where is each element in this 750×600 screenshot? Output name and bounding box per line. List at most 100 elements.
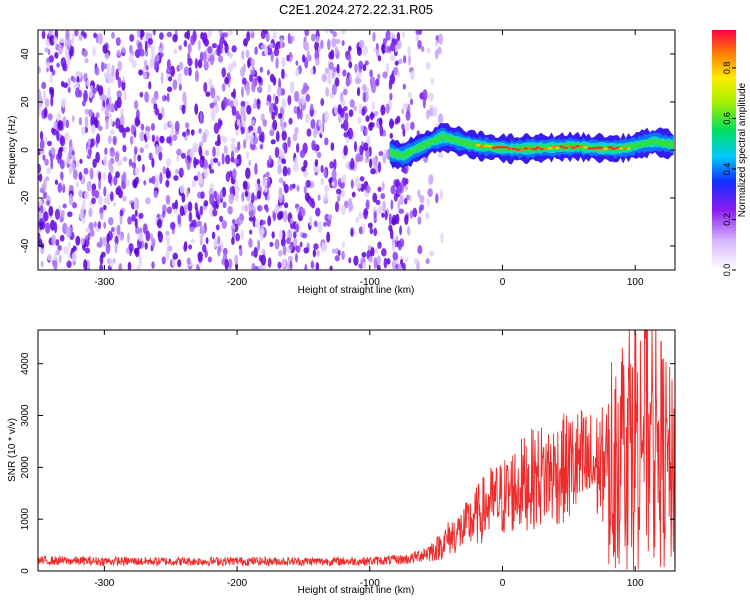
noise-speck (88, 90, 94, 99)
noise-speck (252, 136, 259, 145)
noise-speck (158, 44, 164, 53)
noise-speck (341, 250, 345, 261)
noise-speck (316, 151, 322, 159)
noise-speck (271, 111, 276, 121)
signal-core-mark (615, 146, 622, 149)
noise-speck (331, 37, 337, 48)
signal-core-mark (579, 145, 583, 148)
noise-speck (115, 171, 120, 179)
noise-speck (201, 226, 205, 234)
noise-speck (422, 89, 428, 101)
noise-speck (184, 122, 190, 129)
noise-speck (148, 152, 153, 161)
noise-speck (271, 231, 275, 239)
noise-speck (187, 201, 193, 212)
noise-speck (259, 66, 264, 73)
noise-speck (213, 239, 218, 248)
noise-speck (219, 215, 224, 222)
noise-speck (309, 215, 313, 227)
noise-speck (354, 63, 358, 74)
noise-speck (186, 187, 189, 198)
noise-speck (225, 173, 229, 182)
noise-speck (231, 45, 237, 53)
noise-speck (410, 70, 415, 81)
noise-speck (150, 123, 155, 131)
noise-speck (224, 154, 231, 165)
noise-speck (203, 168, 208, 179)
noise-speck (351, 191, 356, 198)
noise-speck (84, 191, 90, 200)
noise-speck (224, 76, 230, 85)
colorbar: 0.0 0.2 0.4 0.6 0.8 Normalized spectral ampl… (712, 30, 748, 276)
noise-speck (294, 157, 299, 166)
noise-speck (243, 38, 248, 47)
noise-speck (389, 120, 395, 127)
noise-speck (257, 76, 262, 84)
noise-speck (299, 241, 303, 248)
signal-core-mark (527, 147, 532, 150)
noise-speck (289, 183, 293, 191)
signal-core-mark (499, 146, 505, 149)
noise-speck (432, 106, 438, 117)
noise-speck (116, 49, 121, 56)
signal-band-layer-3 (389, 134, 674, 159)
noise-speck (174, 199, 179, 210)
noise-speck (219, 189, 223, 200)
noise-speck (101, 94, 108, 101)
noise-speck (409, 98, 414, 106)
noise-speck (244, 190, 248, 198)
noise-speck (57, 182, 63, 193)
noise-speck (144, 40, 148, 53)
noise-speck (179, 205, 185, 217)
noise-speck (257, 239, 261, 251)
noise-speck (105, 246, 110, 255)
noise-speck (380, 192, 386, 200)
noise-speck (304, 263, 308, 270)
noise-speck (383, 257, 388, 269)
noise-speck (315, 36, 320, 44)
noise-speck (51, 128, 58, 136)
noise-speck (303, 185, 307, 195)
noise-speck (242, 139, 247, 149)
noise-speck (81, 204, 85, 213)
noise-speck (295, 69, 300, 77)
noise-speck (249, 30, 255, 33)
noise-speck (245, 49, 250, 59)
noise-speck (89, 229, 95, 237)
noise-speck (47, 113, 53, 120)
noise-speck (128, 158, 133, 167)
noise-speck (170, 124, 175, 136)
noise-speck (203, 200, 209, 207)
noise-speck (336, 63, 340, 74)
noise-speck (303, 159, 308, 169)
noise-speck (358, 39, 365, 49)
noise-speck (98, 171, 102, 181)
noise-speck (102, 204, 107, 211)
noise-speck (379, 125, 384, 137)
noise-speck (303, 36, 307, 43)
noise-speck (362, 45, 368, 56)
noise-speck (416, 130, 420, 136)
noise-speck (165, 167, 170, 179)
y-tick-label: 4000 (20, 352, 31, 375)
signal-core-mark (535, 146, 540, 149)
noise-speck (122, 144, 127, 153)
noise-speck (211, 231, 216, 240)
noise-speck (134, 247, 140, 258)
noise-speck (405, 257, 409, 263)
noise-speck (88, 221, 94, 231)
noise-speck (310, 118, 316, 130)
noise-speck (172, 134, 178, 141)
noise-speck (320, 98, 325, 106)
noise-speck (127, 232, 131, 244)
noise-speck (170, 221, 176, 230)
noise-speck (98, 179, 102, 191)
noise-speck (316, 249, 320, 257)
noise-speck (293, 105, 298, 115)
noise-speck (209, 102, 215, 109)
noise-speck (248, 201, 254, 212)
noise-speck (53, 221, 58, 234)
noise-speck (213, 122, 220, 135)
noise-speck (104, 52, 110, 60)
x-tick-label: 0 (500, 578, 506, 589)
